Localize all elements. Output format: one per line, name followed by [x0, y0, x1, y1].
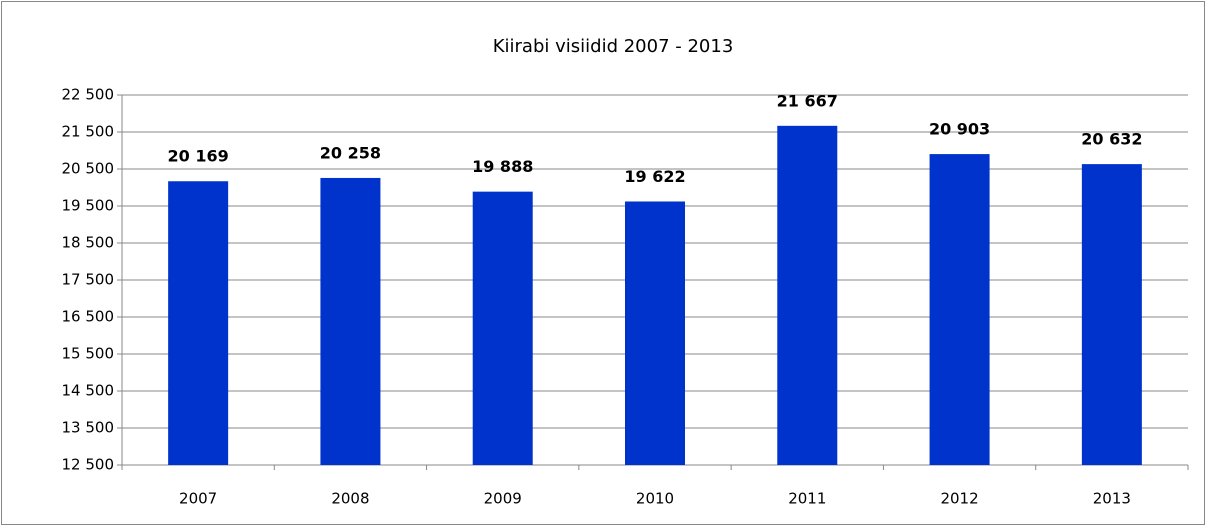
- data-label: 20 903: [929, 120, 990, 139]
- x-tick-label: 2013: [1093, 490, 1131, 508]
- bar: [929, 154, 990, 466]
- x-tick-label: 2012: [940, 490, 978, 508]
- data-label: 19 888: [472, 157, 533, 176]
- bar: [625, 201, 685, 465]
- y-tick-label: 19 500: [62, 197, 115, 215]
- data-label: 19 622: [624, 167, 685, 186]
- data-label: 20 632: [1081, 130, 1142, 149]
- bar: [168, 181, 229, 465]
- y-tick-label: 18 500: [62, 234, 115, 252]
- x-tick-label: 2011: [788, 490, 826, 508]
- y-tick-label: 14 500: [62, 382, 115, 400]
- y-tick-label: 16 500: [62, 308, 115, 326]
- x-tick-label: 2008: [331, 490, 369, 508]
- y-tick-label: 20 500: [62, 160, 115, 178]
- bar: [777, 125, 838, 466]
- y-tick-label: 21 500: [62, 123, 115, 141]
- x-tick-label: 2010: [636, 490, 674, 508]
- chart-title: Kiirabi visiidid 2007 - 2013: [493, 36, 734, 57]
- data-label: 20 258: [320, 143, 381, 162]
- bar: [1081, 164, 1142, 465]
- data-label: 20 169: [168, 147, 229, 166]
- y-tick-label: 13 500: [62, 419, 115, 437]
- x-tick-label: 2009: [484, 490, 522, 508]
- y-tick-label: 17 500: [62, 271, 115, 289]
- y-tick-label: 22 500: [62, 86, 115, 104]
- y-tick-label: 12 500: [62, 456, 115, 474]
- x-tick-label: 2007: [179, 490, 217, 508]
- y-tick-label: 15 500: [62, 345, 115, 363]
- data-label: 21 667: [777, 91, 838, 110]
- bar: [320, 177, 381, 466]
- bar: [472, 191, 533, 466]
